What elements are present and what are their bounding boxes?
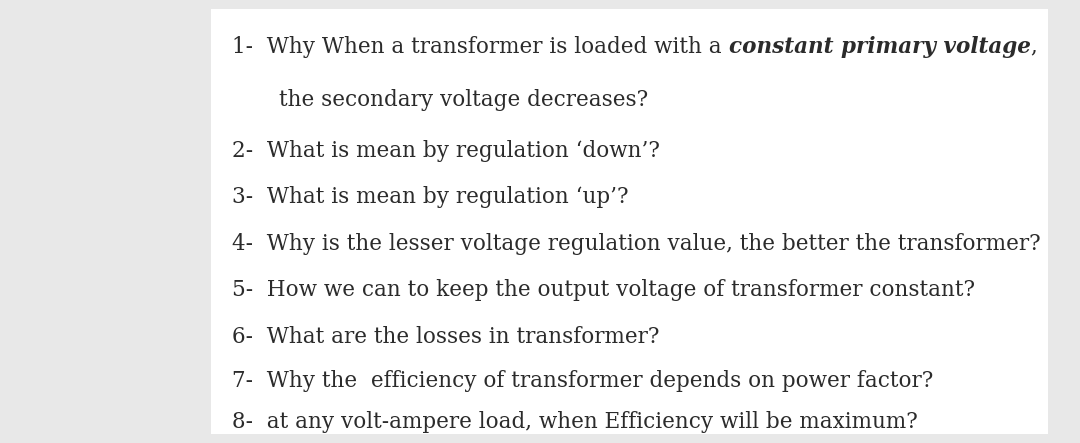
Text: 1-  Why When a transformer is loaded with a: 1- Why When a transformer is loaded with… — [232, 35, 729, 58]
Text: constant primary voltage: constant primary voltage — [729, 35, 1030, 58]
Text: 7-  Why the  efficiency of transformer depends on power factor?: 7- Why the efficiency of transformer dep… — [232, 370, 933, 392]
Text: the secondary voltage decreases?: the secondary voltage decreases? — [279, 89, 648, 111]
Text: 5-  How we can to keep the output voltage of transformer constant?: 5- How we can to keep the output voltage… — [232, 279, 975, 301]
FancyBboxPatch shape — [211, 9, 1048, 434]
Text: 4-  Why is the lesser voltage regulation value, the better the transformer?: 4- Why is the lesser voltage regulation … — [232, 233, 1041, 255]
Text: 2-  What is mean by regulation ‘down’?: 2- What is mean by regulation ‘down’? — [232, 140, 660, 162]
Text: 8-  at any volt-ampere load, when Efficiency will be maximum?: 8- at any volt-ampere load, when Efficie… — [232, 411, 918, 433]
Text: 3-  What is mean by regulation ‘up’?: 3- What is mean by regulation ‘up’? — [232, 186, 629, 208]
Text: ,: , — [1030, 35, 1037, 58]
Text: 6-  What are the losses in transformer?: 6- What are the losses in transformer? — [232, 326, 660, 348]
